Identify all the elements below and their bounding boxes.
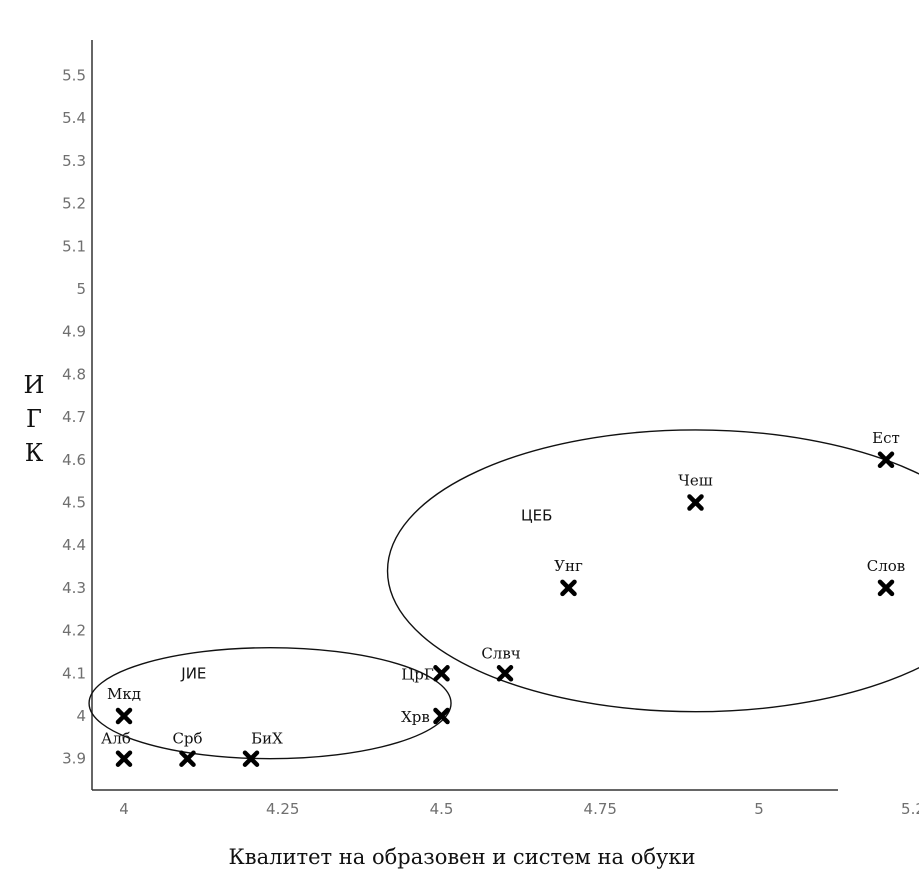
data-point xyxy=(179,750,196,767)
y-tick-label: 4.8 xyxy=(62,365,86,383)
y-tick-label: 3.9 xyxy=(62,750,86,768)
data-point xyxy=(115,707,133,725)
group-label: ЈИЕ xyxy=(180,664,206,682)
data-point xyxy=(433,665,450,682)
data-point xyxy=(242,750,260,767)
point-label: Хрв xyxy=(401,708,430,726)
data-point xyxy=(877,451,895,469)
axes xyxy=(91,40,838,791)
x-tick-label: 4.5 xyxy=(430,800,454,818)
y-tick-label: 5 xyxy=(76,280,86,298)
y-tick-label: 4.9 xyxy=(62,323,86,341)
point-label: БиХ xyxy=(251,730,283,748)
y-tick-label: 4.2 xyxy=(62,622,86,640)
y-tick-label: 4.6 xyxy=(62,451,86,469)
group-ellipse xyxy=(88,646,452,760)
x-tick-label: 4.25 xyxy=(266,800,299,818)
data-point xyxy=(433,707,450,725)
point-label: Чеш xyxy=(678,472,712,490)
x-tick-label: 4.75 xyxy=(584,800,617,818)
x-axis-label: Квалитет на образовен и систем на обуки xyxy=(229,845,696,869)
y-tick-label: 5.1 xyxy=(62,237,86,255)
y-tick-label: 4 xyxy=(76,707,86,725)
point-label: Алб xyxy=(101,730,131,748)
y-axis-label-char: К xyxy=(25,439,44,467)
point-label: Слвч xyxy=(481,644,520,662)
point-label: ЦрГ xyxy=(401,665,434,683)
y-axis-label: ИГК xyxy=(24,371,45,467)
y-tick-label: 4.4 xyxy=(62,536,86,554)
data-point xyxy=(496,665,514,682)
y-tick-label: 5.5 xyxy=(62,67,86,85)
point-label: Ест xyxy=(872,429,900,447)
y-tick-labels: 3.9 4 4.1 4.2 4.3 4.4 4.5 4.6 4.7 4.8 4.9 5 5.1 5.2 5.… xyxy=(62,67,86,768)
x-tick-label: 5.25 xyxy=(901,800,919,818)
y-axis-label-char: И xyxy=(24,371,45,399)
group-ellipses: ЕУЦЕБЈИЕ xyxy=(88,429,919,760)
data-point xyxy=(877,579,895,597)
point-label: Слов xyxy=(867,557,905,575)
y-tick-label: 4.5 xyxy=(62,494,86,512)
group-ellipse xyxy=(386,429,919,713)
data-point xyxy=(687,494,704,511)
data-point xyxy=(560,579,577,597)
x-tick-label: 4 xyxy=(119,800,129,818)
point-label: Срб xyxy=(172,730,202,748)
y-axis-label-char: Г xyxy=(26,405,42,433)
data-points: ФинАвстрБелЕстЧешУнгСловСлвчЦрГХрвМкдАлб… xyxy=(101,429,905,767)
group-label: ЦЕБ xyxy=(521,506,552,524)
data-point xyxy=(115,750,133,767)
y-tick-label: 5.2 xyxy=(62,195,86,213)
y-tick-label: 4.3 xyxy=(62,579,86,597)
y-tick-label: 5.4 xyxy=(62,109,86,127)
y-tick-label: 5.3 xyxy=(62,152,86,170)
point-label: Унг xyxy=(554,557,583,575)
point-label: Мкд xyxy=(107,685,141,703)
x-tick-label: 5 xyxy=(754,800,764,818)
y-tick-label: 4.7 xyxy=(62,408,86,426)
y-tick-label: 4.1 xyxy=(62,664,86,682)
